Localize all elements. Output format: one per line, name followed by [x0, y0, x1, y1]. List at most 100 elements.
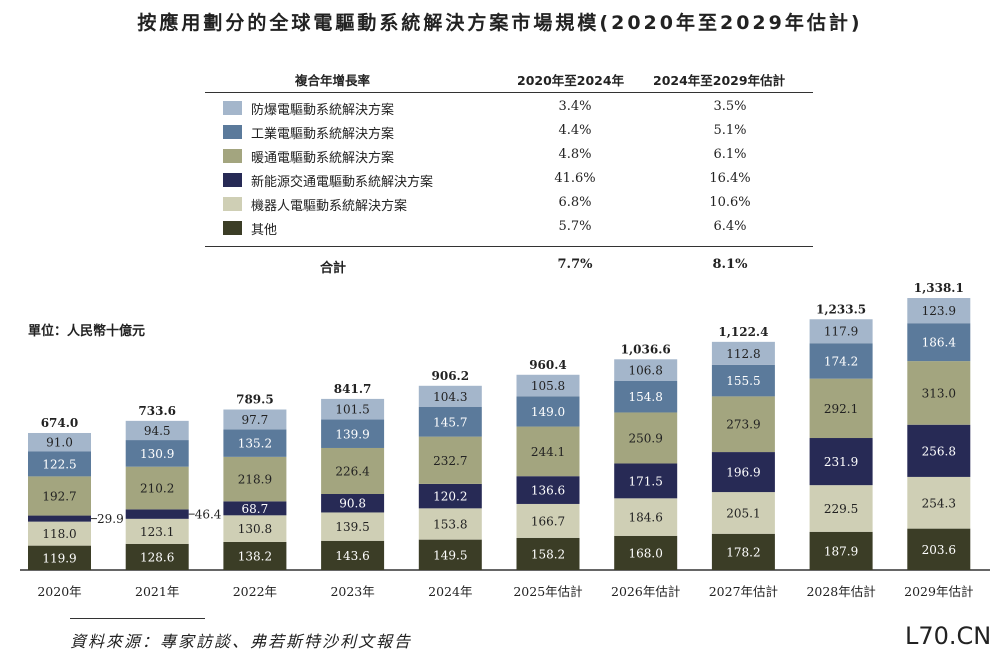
bar-segment [28, 545, 91, 570]
data-label: 178.2 [726, 545, 760, 559]
bar-segment [321, 493, 385, 513]
bar-segment [516, 396, 580, 427]
bar-segment [711, 492, 775, 534]
data-label: 119.9 [42, 551, 76, 565]
data-label: 250.9 [629, 431, 663, 445]
bar-segment [614, 380, 678, 413]
legend-label: 防爆電驅動系統解決方案 [251, 103, 395, 118]
data-label: 91.0 [46, 436, 73, 450]
bar-segment [516, 476, 580, 504]
legend-swatch [223, 101, 242, 115]
bar-segment [418, 539, 482, 570]
data-label: 120.2 [433, 490, 467, 504]
source-divider [70, 618, 205, 619]
data-label: 68.7 [242, 502, 269, 516]
bar-segment [711, 452, 775, 493]
data-label: 292.1 [824, 402, 858, 416]
header-label: 複合年增長率 [295, 73, 371, 88]
cagr-2024-2029: 10.6% [709, 195, 751, 210]
data-label: 256.8 [922, 444, 956, 458]
data-label: 149.0 [531, 405, 565, 419]
legend-swatch [223, 221, 242, 235]
bar-segment [28, 432, 91, 452]
data-label: 101.5 [335, 403, 369, 417]
bar-segment [907, 528, 971, 570]
bar-segment [125, 543, 189, 570]
total-label: 841.7 [334, 382, 372, 396]
data-label: 174.2 [824, 354, 858, 368]
header-col2: 2024年至2029年估計 [653, 73, 786, 88]
data-label: 313.0 [922, 386, 956, 400]
data-label: 155.5 [726, 374, 760, 388]
data-label: 187.9 [824, 544, 858, 558]
data-label: 106.8 [629, 364, 663, 378]
legend-swatch [223, 197, 242, 211]
x-tick-label: 2023年 [330, 584, 374, 599]
bar-segment [418, 508, 482, 540]
bar-segment [418, 483, 482, 509]
data-label: 203.6 [922, 543, 956, 557]
data-label: 205.1 [726, 506, 760, 520]
cagr-2020-2024: 41.6% [554, 171, 596, 186]
bar-segment [711, 396, 775, 453]
table-row: 防爆電驅動系統解決方案 3.4% 3.5% [205, 96, 813, 120]
data-label: 139.5 [335, 520, 369, 534]
table-row: 工業電驅動系統解決方案 4.4% 5.1% [205, 120, 813, 144]
x-tick-label: 2029年估計 [904, 584, 973, 599]
data-label: 117.9 [824, 325, 858, 339]
bar-segment [614, 412, 678, 464]
data-label: 128.6 [140, 550, 174, 564]
cagr-2020-2024: 5.7% [558, 219, 592, 234]
total-label: 1,036.6 [621, 342, 671, 356]
bar-segment [711, 341, 775, 365]
bar-segment [125, 420, 189, 441]
data-label: 168.0 [629, 546, 663, 560]
data-label: 231.9 [824, 455, 858, 469]
data-label: 112.8 [726, 347, 760, 361]
bar-segment [321, 419, 385, 448]
cagr-2020-2024: 6.8% [558, 195, 592, 210]
bar-segment [223, 409, 287, 430]
total-label: 1,338.1 [914, 281, 964, 295]
total-label: 1,233.5 [816, 302, 866, 316]
bar-segment [516, 374, 580, 397]
data-label: 210.2 [140, 482, 174, 496]
data-label: 218.9 [238, 473, 272, 487]
bar-segment [321, 540, 385, 570]
cagr-2024-2029: 6.1% [713, 147, 747, 162]
bar-segment [809, 531, 873, 570]
bar-segment [418, 385, 482, 407]
data-label: 122.5 [42, 457, 76, 471]
header-col1: 2020年至2024年 [517, 73, 625, 88]
data-label: 143.6 [335, 549, 369, 563]
bar-segment [28, 515, 91, 522]
bar-segment [809, 485, 873, 532]
bar-segment [223, 456, 287, 502]
x-tick-label: 2022年 [233, 584, 277, 599]
total-label: 789.5 [236, 393, 274, 407]
cagr-2024-2029: 6.4% [713, 219, 747, 234]
data-label: 123.1 [140, 525, 174, 539]
legend-label: 新能源交通電驅動系統解決方案 [251, 175, 434, 190]
data-label: 97.7 [242, 413, 269, 427]
data-label: 104.3 [433, 390, 467, 404]
bar-segment [223, 541, 287, 570]
data-label: 154.8 [629, 390, 663, 404]
bar-segment [28, 521, 91, 546]
unit-label: 單位：人民幣十億元 [28, 324, 146, 339]
x-tick-label: 2024年 [428, 584, 472, 599]
bar-segment [516, 426, 580, 477]
data-label: 226.4 [335, 464, 370, 478]
table-row: 機器人電驅動系統解決方案 6.8% 10.6% [205, 192, 813, 216]
cagr-2020-2024: 4.4% [558, 123, 592, 138]
cagr-2024-2029: 3.5% [713, 99, 747, 114]
bar-segment [809, 343, 873, 379]
x-tick-label: 2021年 [135, 584, 179, 599]
legend-label: 機器人電驅動系統解決方案 [251, 199, 408, 214]
x-tick-label: 2026年估計 [611, 584, 680, 599]
data-label: 138.2 [238, 549, 272, 563]
watermark: L70.CN [905, 622, 992, 650]
data-label: 186.4 [922, 336, 957, 350]
